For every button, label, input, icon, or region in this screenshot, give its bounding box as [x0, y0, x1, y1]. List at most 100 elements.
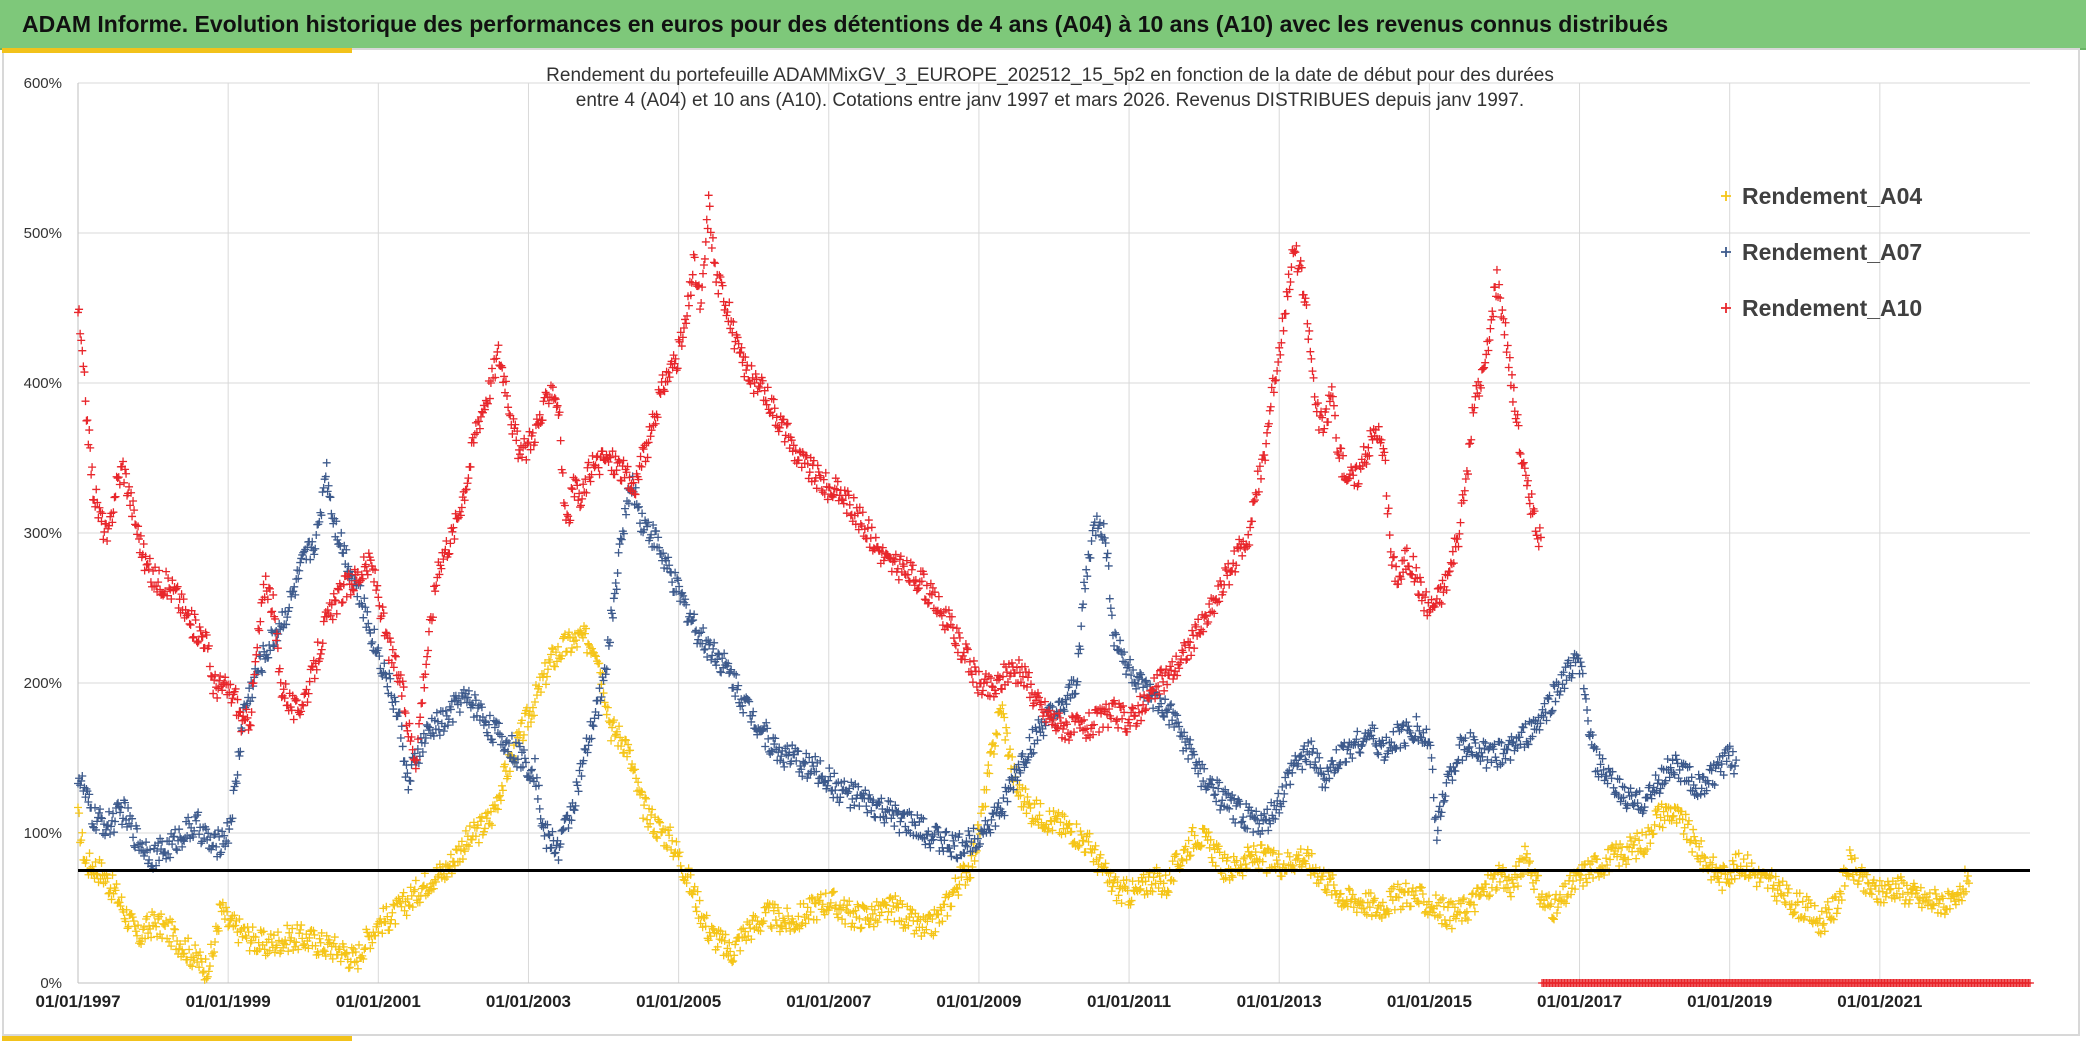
Rendement_A04-point-469 [546, 650, 555, 659]
Rendement_A04-point-1497 [1580, 860, 1589, 869]
Rendement_A04-point-1065 [1147, 880, 1156, 889]
Rendement_A04-point-697 [776, 921, 785, 930]
Rendement_A04-point-192 [267, 938, 276, 947]
Rendement_A04-point-904 [986, 748, 995, 757]
Rendement_A04-point-1734 [1818, 921, 1827, 930]
Rendement_A04-point-1531 [1614, 844, 1623, 853]
Rendement_A10-point-1376 [1461, 475, 1470, 484]
Rendement_A04-point-549 [628, 760, 637, 769]
Rendement_A10-point-1394 [1480, 363, 1489, 372]
y-tick-label-0: 0% [40, 975, 62, 992]
Rendement_A10-point-241 [318, 639, 327, 648]
Rendement_A04-point-545 [624, 740, 633, 749]
Rendement_A10-point-1278 [1362, 459, 1371, 468]
Rendement_A04-point-120 [195, 963, 204, 972]
Rendement_A10-point-1155 [1238, 551, 1247, 560]
Rendement_A04-point-1285 [1367, 912, 1376, 921]
Rendement_A04-point-148 [223, 907, 232, 916]
Rendement_A04-point-1402 [1484, 892, 1493, 901]
Rendement_A04-point-1625 [1709, 853, 1718, 862]
Rendement_A04-point-593 [672, 837, 681, 846]
Rendement_A10-point-1193 [1276, 350, 1285, 359]
Rendement_A10-point-774 [856, 519, 865, 528]
Rendement_A04-point-487 [565, 628, 574, 637]
Rendement_A04-point-703 [783, 904, 792, 913]
Rendement_A10-point-44 [119, 457, 128, 466]
Rendement_A10-point-1225 [1308, 367, 1317, 376]
Rendement_A07-point-36 [110, 828, 119, 837]
Rendement_A10-point-1163 [1246, 523, 1255, 532]
Rendement_A04-point-1574 [1657, 800, 1666, 809]
Rendement_A04-point-349 [426, 879, 435, 888]
Rendement_A10-point-387 [466, 462, 475, 471]
Rendement_A04-point-468 [545, 658, 554, 667]
Rendement_A04-point-613 [692, 907, 701, 916]
Rendement_A10-point-560 [641, 457, 650, 466]
Rendement_A04-point-941 [1023, 792, 1032, 801]
Rendement_A04-point-194 [269, 931, 278, 940]
Rendement_A04-point-1602 [1686, 838, 1695, 847]
Rendement_A04-point-526 [604, 717, 613, 726]
Rendement_A04-point-617 [696, 919, 705, 928]
Rendement_A10-point-413 [493, 347, 502, 356]
Rendement_A04-point-856 [937, 906, 946, 915]
Rendement_A10-point-501 [582, 488, 591, 497]
Rendement_A04-point-922 [1004, 752, 1013, 761]
Rendement_A10-point-1383 [1469, 408, 1478, 417]
Rendement_A04-point-195 [270, 948, 279, 957]
Rendement_A04-point-789 [870, 905, 879, 914]
Rendement_A07-point-162 [236, 747, 245, 756]
x-tick-label-6: 01/01/2009 [936, 992, 1021, 1011]
Rendement_A04-point-1630 [1714, 874, 1723, 883]
Rendement_A04-point-1821 [1905, 895, 1914, 904]
Rendement_A04-point-1761 [1845, 846, 1854, 855]
Rendement_A10-point-665 [747, 361, 756, 370]
Rendement_A04-point-1540 [1623, 842, 1632, 851]
Rendement_A07-point-31 [105, 807, 114, 816]
Rendement_A07-point-462 [536, 814, 545, 823]
Rendement_A07-point-105 [179, 835, 188, 844]
Rendement_A04-point-1066 [1148, 887, 1157, 896]
Rendement_A04-point-886 [967, 851, 976, 860]
Rendement_A07-point-772 [847, 778, 856, 787]
Rendement_A04-point-567 [646, 819, 655, 828]
Rendement_A04-point-1525 [1608, 841, 1617, 850]
Rendement_A04-point-1349 [1431, 891, 1440, 900]
Rendement_A04-point-503 [581, 629, 590, 638]
Rendement_A04-point-1624 [1708, 860, 1717, 869]
Rendement_A07-point-1505 [1583, 706, 1592, 715]
Rendement_A04-point-1719 [1803, 903, 1812, 912]
Rendement_A07-point-1300 [1377, 741, 1386, 750]
y-tick-label-6: 600% [24, 75, 62, 92]
Rendement_A10-point-461 [541, 388, 550, 397]
Rendement_A04-point-849 [930, 905, 939, 914]
y-tick-label-4: 400% [24, 375, 62, 392]
Rendement_A04-point-1266 [1348, 890, 1357, 899]
Rendement_A04-point-486 [564, 632, 573, 641]
Rendement_A04-point-1104 [1186, 851, 1195, 860]
Rendement_A10-point-1393 [1479, 364, 1488, 373]
Rendement_A10-point-624 [705, 202, 714, 211]
Rendement_A07-point-3 [77, 776, 86, 785]
Rendement_A04-point-1087 [1169, 877, 1178, 886]
Rendement_A04-point-38 [112, 880, 121, 889]
Rendement_A04-point-492 [570, 637, 579, 646]
Rendement_A10-point-336 [415, 719, 424, 728]
Rendement_A04-point-541 [620, 748, 629, 757]
Rendement_A04-point-1844 [1928, 900, 1937, 909]
Rendement_A07-point-1097 [1174, 718, 1183, 727]
Rendement_A10-point-1125 [1208, 607, 1217, 616]
Rendement_A04-point-1156 [1238, 871, 1247, 880]
Rendement_A07-point-327 [401, 773, 410, 782]
Rendement_A10-point-1220 [1303, 319, 1312, 328]
Rendement_A10-point-322 [400, 707, 409, 716]
Rendement_A07-point-290 [364, 619, 373, 628]
Rendement_A04-point-1672 [1756, 873, 1765, 882]
Rendement_A07-point-118 [192, 816, 201, 825]
Rendement_A04-point-1558 [1641, 846, 1650, 855]
Rendement_A04-point-1820 [1904, 899, 1913, 908]
Rendement_A04-point-1856 [1940, 910, 1949, 919]
Rendement_A10-point-39 [113, 474, 122, 483]
Rendement_A10-point-18 [92, 485, 101, 494]
Rendement_A10-point-14 [88, 463, 97, 472]
